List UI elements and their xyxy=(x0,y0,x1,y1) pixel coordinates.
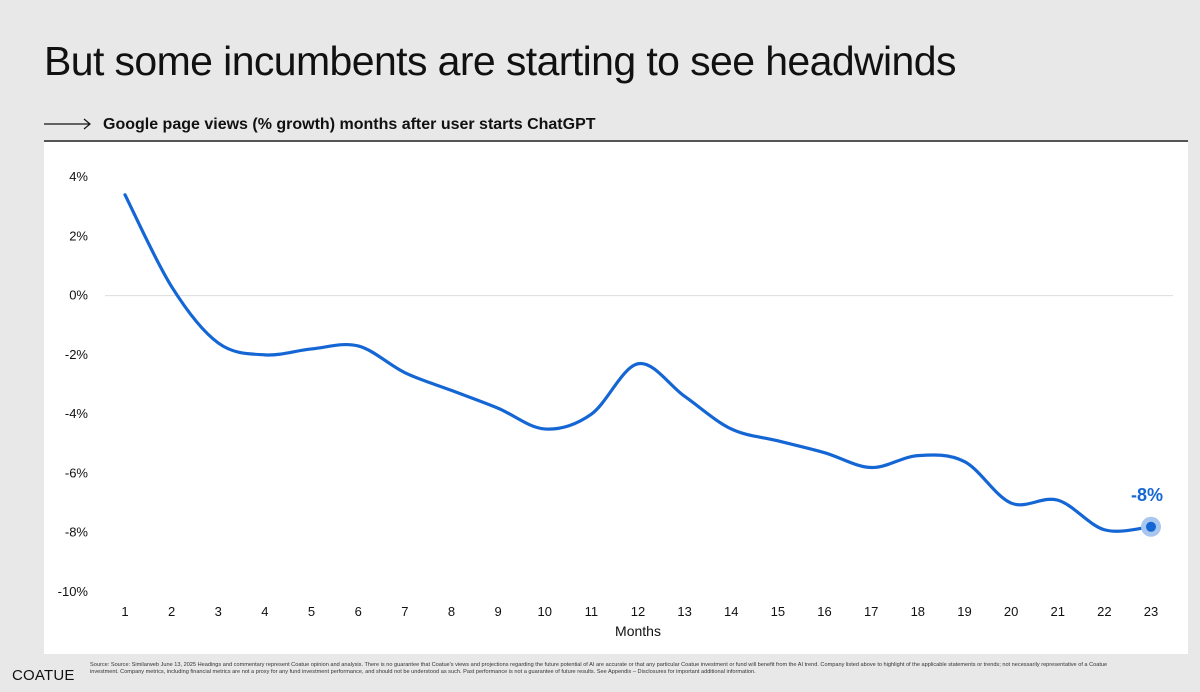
chart-panel: 4% 2% 0% -2% -4% -6% -8% -10% 1 2 3 4 5 6 7 8 9 10 11 12 13… xyxy=(44,142,1188,654)
data-point xyxy=(542,426,548,432)
y-axis: 4% 2% 0% -2% -4% -6% -8% -10% xyxy=(58,169,89,599)
y-tick-label: -6% xyxy=(65,465,89,480)
x-tick-label: 14 xyxy=(724,604,738,619)
y-tick-label: 0% xyxy=(69,288,88,303)
x-tick-label: 7 xyxy=(401,604,408,619)
footer-disclaimer: Source: Source: Similarweb June 13, 2025… xyxy=(90,662,1108,675)
page-title: But some incumbents are starting to see … xyxy=(44,38,956,84)
data-point xyxy=(215,340,221,346)
y-tick-label: -2% xyxy=(65,347,89,362)
y-tick-label: -4% xyxy=(65,406,89,421)
data-point xyxy=(262,352,268,358)
data-point xyxy=(122,192,128,198)
end-value-label: -8% xyxy=(1131,485,1163,505)
y-tick-label: -8% xyxy=(65,525,89,540)
data-point xyxy=(448,387,454,393)
data-point xyxy=(309,346,315,352)
x-tick-label: 10 xyxy=(537,604,551,619)
data-point xyxy=(635,361,641,367)
subtitle-row: Google page views (% growth) months afte… xyxy=(44,114,1188,140)
x-tick-label: 17 xyxy=(864,604,878,619)
data-point xyxy=(682,393,688,399)
x-tick-label: 23 xyxy=(1144,604,1158,619)
data-point xyxy=(775,438,781,444)
chart-subtitle: Google page views (% growth) months afte… xyxy=(103,116,596,133)
x-axis: 1 2 3 4 5 6 7 8 9 10 11 12 13 14 15 16 17 18 19 20 21 22 23 xyxy=(121,604,1158,619)
x-tick-label: 13 xyxy=(677,604,691,619)
data-point xyxy=(822,450,828,456)
x-tick-label: 20 xyxy=(1004,604,1018,619)
data-point xyxy=(169,284,175,290)
data-point xyxy=(1101,527,1107,533)
end-point-marker xyxy=(1146,521,1156,532)
data-point xyxy=(915,453,921,459)
y-tick-label: 4% xyxy=(69,169,88,184)
data-point xyxy=(588,411,594,417)
x-tick-label: 5 xyxy=(308,604,315,619)
x-tick-label: 8 xyxy=(448,604,455,619)
x-tick-label: 19 xyxy=(957,604,971,619)
x-tick-label: 18 xyxy=(911,604,925,619)
x-tick-label: 22 xyxy=(1097,604,1111,619)
line-chart: 4%2%0%-2%-4%-6%-8%-10% 1 2 3 4 5 6 7 8 9 10 11 12 13… xyxy=(58,169,1173,639)
data-point xyxy=(1008,500,1014,506)
data-points xyxy=(122,192,1154,533)
data-point xyxy=(961,459,967,465)
data-point xyxy=(355,343,361,349)
header-divider xyxy=(44,140,1188,142)
y-tick-label: 2% xyxy=(69,228,88,243)
data-point xyxy=(495,405,501,411)
x-tick-label: 2 xyxy=(168,604,175,619)
coatue-logo: COATUE xyxy=(12,667,75,684)
x-tick-label: 21 xyxy=(1050,604,1064,619)
data-point xyxy=(728,426,734,432)
x-tick-label: 3 xyxy=(215,604,222,619)
x-tick-label: 1 xyxy=(121,604,128,619)
x-tick-label: 15 xyxy=(771,604,785,619)
x-tick-label: 4 xyxy=(261,604,268,619)
data-point xyxy=(868,465,874,471)
series-line xyxy=(123,193,1153,533)
data-point xyxy=(402,370,408,376)
x-tick-label: 12 xyxy=(631,604,645,619)
arrow-right-icon xyxy=(44,118,91,130)
data-point xyxy=(1055,497,1061,503)
x-tick-label: 9 xyxy=(494,604,501,619)
x-axis-label: Months xyxy=(615,623,661,639)
x-tick-label: 6 xyxy=(355,604,362,619)
y-tick-label: -10% xyxy=(58,584,89,599)
x-tick-label: 11 xyxy=(585,604,599,619)
x-tick-label: 16 xyxy=(817,604,831,619)
